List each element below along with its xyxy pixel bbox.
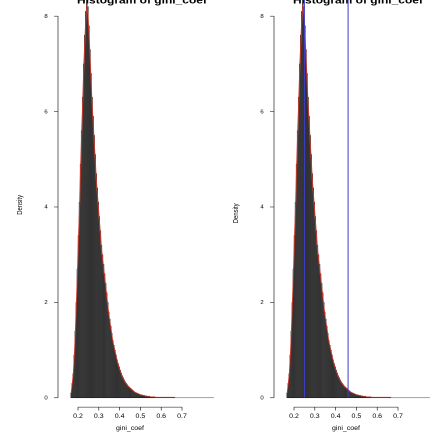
y-tick-label: 2 xyxy=(260,300,263,305)
y-tick-label: 6 xyxy=(44,110,47,115)
y-tick-label: 6 xyxy=(260,110,263,115)
charts-scaler: Histogram of gini_coef 0 2 4 6 8 Density 0.2 0.3… xyxy=(17,0,430,432)
x-tick-label: 0.2 xyxy=(73,414,83,420)
x-tick-label: 0.5 xyxy=(136,414,146,420)
x-tick-label: 0.7 xyxy=(393,414,403,420)
x-tick-label: 0.6 xyxy=(372,414,382,420)
y-tick-label: 4 xyxy=(44,205,47,210)
y-axis-label: Density xyxy=(233,203,241,223)
y-axis-label: Density xyxy=(17,194,25,214)
chart-title: Histogram of gini_coef xyxy=(293,0,423,6)
y-tick-label: 8 xyxy=(260,14,263,19)
y-tick-label: 0 xyxy=(260,396,263,401)
x-tick-label: 0.7 xyxy=(177,414,187,420)
x-tick-label: 0.4 xyxy=(331,414,341,420)
y-tick-label: 2 xyxy=(44,300,47,305)
x-tick-label: 0.6 xyxy=(156,414,166,420)
chart-title: Histogram of gini_coef xyxy=(77,0,207,6)
x-tick-label: 0.5 xyxy=(352,414,362,420)
x-axis-label: gini_coef xyxy=(116,426,144,432)
y-tick-label: 8 xyxy=(44,14,47,19)
x-tick-label: 0.4 xyxy=(115,414,125,420)
y-tick-label: 0 xyxy=(44,396,47,401)
y-tick-label: 4 xyxy=(260,205,263,210)
chart-panel-1: Histogram of gini_coef 0 2 4 6 8 Density 0.2 0.3… xyxy=(17,0,214,432)
x-tick-label: 0.2 xyxy=(289,414,299,420)
x-axis-label: gini_coef xyxy=(332,426,360,432)
chart-panel-2: Histogram of gini_coef 0 2 4 6 8 Density 0.2 0.3… xyxy=(233,0,430,432)
density-curve xyxy=(70,5,175,398)
x-tick-label: 0.3 xyxy=(94,414,104,420)
x-tick-label: 0.3 xyxy=(310,414,320,420)
